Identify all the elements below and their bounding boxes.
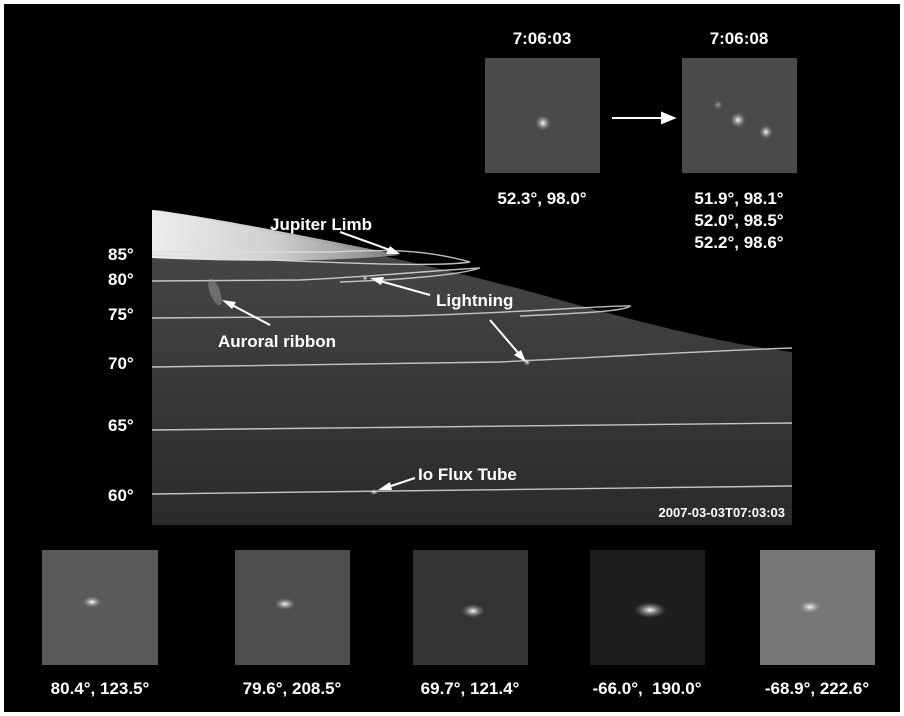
latitude-label: 70° bbox=[108, 354, 134, 373]
inset-coords: 79.6°, 208.5° bbox=[243, 679, 342, 698]
arrows bbox=[222, 111, 677, 490]
inset-coords: 52.0°, 98.5° bbox=[694, 211, 783, 230]
inset-coords: 80.4°, 123.5° bbox=[51, 679, 150, 698]
inset-coords: 52.3°, 98.0° bbox=[497, 189, 586, 208]
annotation: Io Flux Tube bbox=[418, 465, 517, 484]
inset-coords: 51.9°, 98.1° bbox=[694, 189, 783, 208]
inset-coords: -68.9°, 222.6° bbox=[765, 679, 870, 698]
annotation: Lightning bbox=[436, 291, 513, 310]
latitude-label: 75° bbox=[108, 305, 134, 324]
latitude-label: 80° bbox=[108, 270, 134, 289]
main-image bbox=[151, 210, 793, 525]
insets bbox=[42, 58, 875, 665]
annotation: Auroral ribbon bbox=[218, 332, 336, 351]
annotation: Jupiter Limb bbox=[270, 215, 372, 234]
timestamp: 2007-03-03T07:03:03 bbox=[659, 505, 785, 520]
inset-coords: -66.0°, 190.0° bbox=[592, 679, 701, 698]
inset-coords: 69.7°, 121.4° bbox=[421, 679, 520, 698]
inset-time: 7:06:03 bbox=[513, 29, 572, 48]
inset-coords: 52.2°, 98.6° bbox=[694, 233, 783, 252]
latitude-label: 85° bbox=[108, 245, 134, 264]
latitude-label: 65° bbox=[108, 416, 134, 435]
inset-time: 7:06:08 bbox=[710, 29, 769, 48]
latitude-label: 60° bbox=[108, 486, 134, 505]
